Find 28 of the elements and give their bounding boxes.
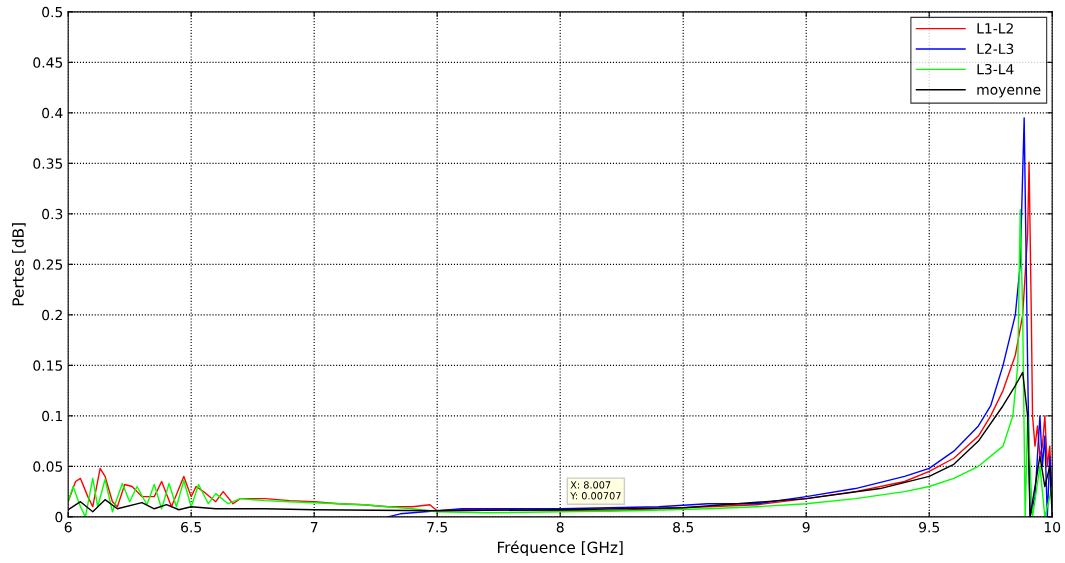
y-tick-label: 0.3 <box>42 208 63 220</box>
x-tick-label: 8 <box>556 521 564 533</box>
legend-label: L1-L2 <box>977 23 1013 34</box>
x-tick-label: 7.5 <box>427 522 448 533</box>
legend-label: L2-L3 <box>977 43 1014 55</box>
x-axis-title: Fréquence [GHz] <box>497 540 623 557</box>
y-tick-label: 0 <box>55 511 63 523</box>
y-tick-label: 0.05 <box>33 461 63 472</box>
line-series <box>387 117 1053 517</box>
x-tick-label: 9 <box>802 521 810 533</box>
x-tick-label: 10 <box>1044 521 1061 533</box>
y-tick-label: 0.15 <box>33 360 63 371</box>
x-tick-label: 7 <box>310 522 318 533</box>
y-tick-label: 0.45 <box>33 57 63 68</box>
x-tick-label: 8.5 <box>673 521 694 533</box>
annotation: X: 8.007 Y: 0.00707 <box>570 481 621 500</box>
legend-label: moyenne <box>977 86 1041 98</box>
y-axis-title: Pertes [dB] <box>12 223 26 306</box>
y-tick-label: 0.1 <box>42 410 63 422</box>
y-tick-label: 0.35 <box>33 158 63 169</box>
y-tick-label: 0.4 <box>42 107 63 119</box>
y-tick-label: 0.2 <box>42 309 62 321</box>
y-tick-label: 0.5 <box>42 6 63 18</box>
x-tick-label: 6.5 <box>181 521 201 533</box>
x-tick-label: 9.5 <box>919 521 940 533</box>
legend-label: L3-L4 <box>977 63 1014 75</box>
y-tick-label: 0.25 <box>33 259 63 270</box>
x-tick-label: 6 <box>64 521 72 533</box>
